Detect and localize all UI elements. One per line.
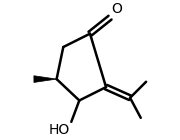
Polygon shape xyxy=(34,76,57,82)
Text: O: O xyxy=(111,2,122,16)
Text: HO: HO xyxy=(49,123,70,137)
